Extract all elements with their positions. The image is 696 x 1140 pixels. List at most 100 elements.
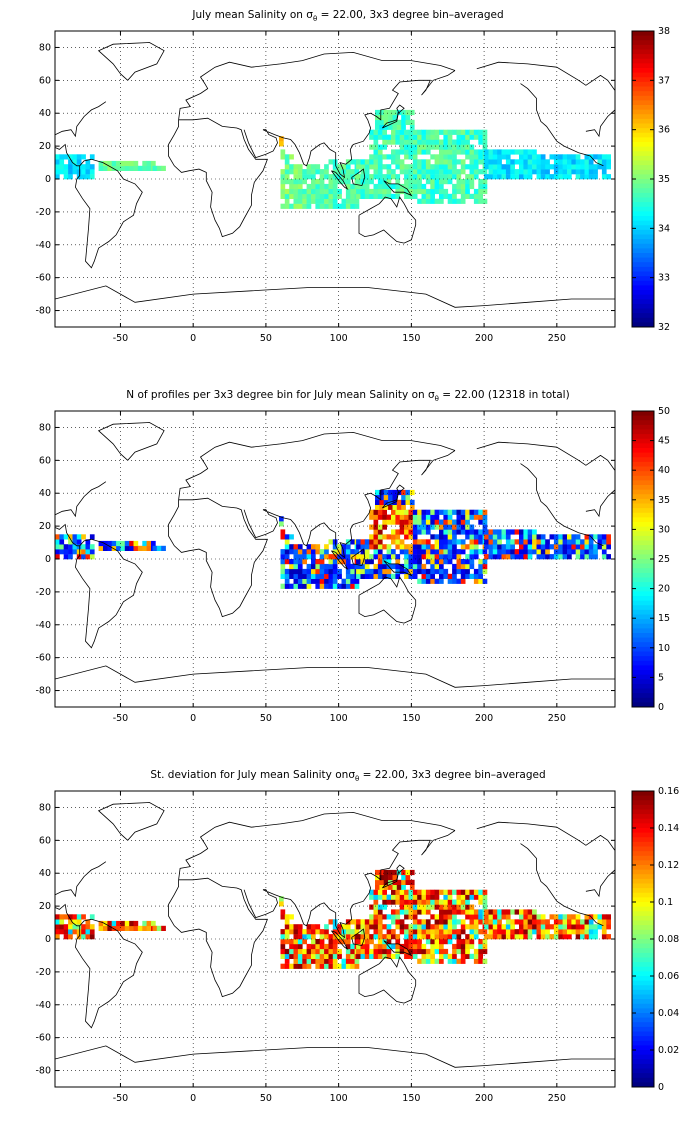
data-cell — [593, 154, 598, 160]
data-cell — [319, 934, 325, 940]
data-cell — [469, 179, 475, 185]
data-cell — [469, 174, 475, 180]
data-cell — [473, 889, 479, 895]
data-cell — [289, 929, 294, 935]
data-cell — [404, 534, 409, 540]
data-cell — [484, 159, 489, 165]
data-cell — [443, 509, 449, 515]
data-cell — [408, 174, 414, 180]
data-cell — [501, 174, 507, 180]
data-cell — [430, 519, 435, 525]
data-cell — [408, 169, 414, 175]
data-cell — [383, 884, 389, 890]
data-cell — [369, 164, 374, 170]
data-cell — [404, 953, 409, 959]
data-cell — [497, 549, 502, 555]
data-cell — [527, 549, 533, 555]
data-cell — [460, 894, 466, 900]
data-cell — [350, 198, 355, 204]
data-cell — [328, 953, 334, 959]
data-cell — [545, 174, 550, 180]
data-cell — [388, 869, 393, 876]
data-cell — [510, 909, 515, 915]
data-cell — [519, 539, 524, 545]
colorbar-step — [632, 651, 654, 657]
y-tick-label: -40 — [35, 620, 51, 631]
data-cell — [332, 568, 338, 575]
data-cell — [501, 934, 507, 940]
data-cell — [120, 545, 126, 551]
data-cell — [421, 169, 427, 175]
map-area — [55, 802, 615, 1068]
data-cell — [558, 164, 563, 170]
data-cell — [59, 929, 65, 935]
data-cell — [297, 583, 303, 589]
data-cell — [364, 188, 370, 195]
data-cell — [510, 164, 515, 170]
data-cell — [536, 539, 542, 545]
data-cell — [469, 183, 475, 190]
data-cell — [133, 925, 139, 931]
coastline — [178, 811, 456, 880]
data-cell — [417, 929, 422, 935]
data-cell — [311, 573, 316, 579]
data-cell — [382, 509, 387, 515]
data-cell — [328, 563, 334, 570]
data-cell — [386, 193, 392, 199]
data-cell — [540, 549, 546, 555]
data-cell — [430, 183, 435, 190]
colorbar-step — [632, 1059, 654, 1065]
data-cell — [356, 924, 361, 930]
data-cell — [324, 169, 329, 175]
data-cell — [377, 934, 383, 940]
data-cell — [395, 149, 401, 155]
data-cell — [443, 568, 449, 575]
data-cell — [151, 540, 156, 547]
colorbar-step — [632, 614, 654, 620]
data-cell — [306, 934, 312, 940]
data-cell — [341, 578, 347, 584]
data-cell — [392, 489, 398, 496]
data-cell — [404, 154, 409, 160]
data-cell — [434, 174, 440, 180]
data-cell — [465, 889, 470, 895]
data-cell — [439, 904, 444, 910]
data-cell — [443, 179, 449, 185]
data-cell — [306, 169, 312, 175]
data-cell — [417, 159, 422, 165]
data-cell — [306, 953, 312, 959]
data-cell — [404, 929, 409, 935]
data-cell — [527, 554, 533, 560]
data-cell — [306, 198, 312, 204]
colorbar-step — [632, 619, 654, 625]
colorbar-step — [632, 243, 654, 249]
data-cell — [527, 919, 533, 925]
data-cell — [434, 544, 440, 550]
data-cell — [382, 524, 387, 530]
data-cell — [302, 948, 307, 955]
data-cell — [465, 149, 470, 155]
data-cell — [452, 953, 457, 959]
data-cell — [369, 129, 374, 135]
colorbar-step — [632, 832, 654, 838]
data-cell — [553, 539, 559, 545]
data-cell — [302, 578, 307, 584]
data-cell — [447, 149, 453, 155]
data-cell — [412, 519, 418, 525]
data-cell — [519, 544, 524, 550]
data-cell — [337, 953, 342, 959]
data-cell — [98, 160, 104, 167]
data-cell — [408, 139, 414, 145]
data-cell — [395, 934, 401, 940]
data-cell — [395, 519, 401, 525]
data-cell — [356, 179, 361, 185]
data-cell — [527, 909, 533, 915]
colorbar-step — [632, 540, 654, 546]
data-cell — [405, 499, 411, 505]
colorbar-step — [632, 220, 654, 226]
data-cell — [597, 919, 603, 925]
data-cell — [280, 568, 286, 575]
data-cell — [443, 144, 449, 150]
data-cell — [55, 924, 60, 930]
data-cell — [289, 583, 294, 589]
